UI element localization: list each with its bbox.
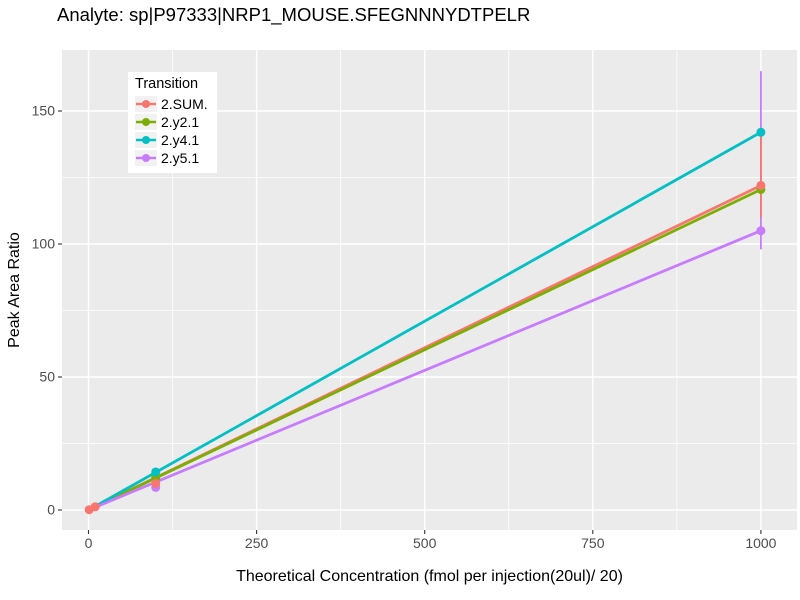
legend-item: 2.y2.1 [135, 113, 208, 131]
x-tick-label: 500 [413, 535, 437, 551]
legend-label: 2.y4.1 [161, 132, 200, 148]
legend-key [135, 132, 157, 148]
y-tick-label: 150 [31, 102, 55, 119]
legend-label: 2.SUM. [161, 96, 208, 112]
data-point [151, 467, 161, 477]
y-tick-label: 100 [31, 235, 55, 252]
x-axis-title: Theoretical Concentration (fmol per inje… [236, 568, 623, 585]
line-point-key-icon [136, 136, 156, 144]
series-line [88, 188, 762, 511]
legend-item: 2.y4.1 [135, 131, 208, 149]
legend-key [135, 150, 157, 166]
data-point [90, 502, 100, 512]
y-tick-label: 0 [47, 501, 55, 518]
legend: Transition 2.SUM. 2.y2.1 2.y4.1 2.y5.1 [128, 72, 217, 173]
chart-title: Analyte: sp|P97333|NRP1_MOUSE.SFEGNNNYDT… [57, 4, 531, 25]
legend-item: 2.SUM. [135, 95, 208, 113]
line-point-key-icon [136, 118, 156, 126]
data-point [756, 127, 766, 137]
legend-label: 2.y2.1 [161, 114, 200, 130]
line-point-key-icon [136, 100, 156, 108]
legend-key [135, 114, 157, 130]
data-point [756, 180, 766, 190]
x-tick-label: 750 [581, 535, 605, 551]
legend-label: 2.y5.1 [161, 150, 200, 166]
y-tick-label: 50 [39, 368, 55, 385]
series-line [88, 229, 762, 512]
x-tick-label: 1000 [745, 535, 777, 551]
line-point-key-icon [136, 154, 156, 162]
data-point [756, 226, 766, 236]
series-line [88, 131, 762, 511]
x-tick-label: 250 [244, 535, 269, 551]
legend-title: Transition [135, 76, 199, 92]
legend-items: 2.SUM. 2.y2.1 2.y4.1 2.y5.1 [135, 95, 208, 167]
legend-key [135, 96, 157, 112]
x-tick-label: 0 [84, 535, 93, 551]
legend-item: 2.y5.1 [135, 149, 208, 167]
data-point [151, 478, 161, 488]
